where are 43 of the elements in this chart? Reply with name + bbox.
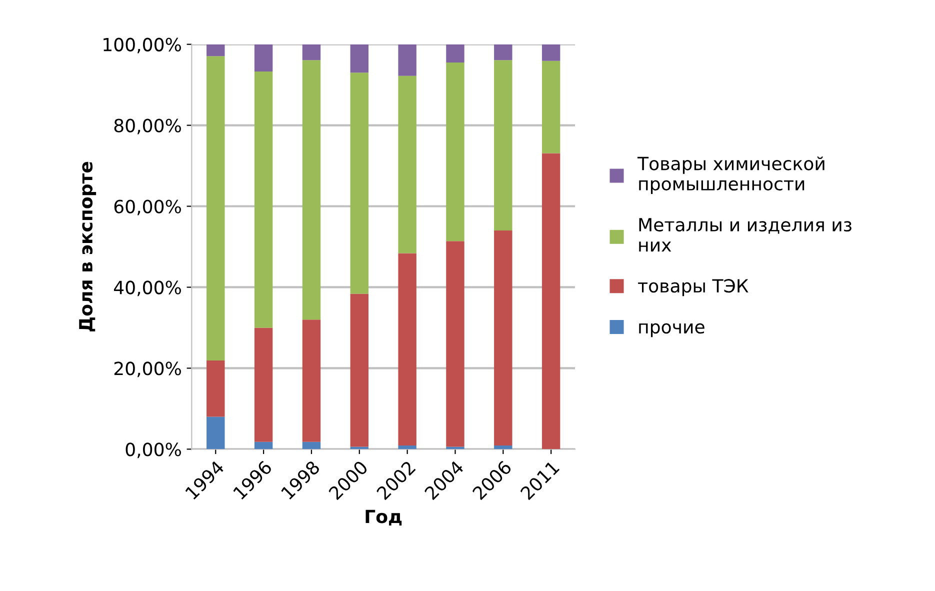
bar: [302, 320, 321, 442]
y-tick-label: 80,00%: [114, 118, 181, 134]
x-axis-title: Год: [366, 510, 402, 526]
y-axis-title: Доля в экспорте: [79, 162, 96, 332]
bar: [446, 44, 464, 63]
bar: [350, 294, 368, 447]
bar: [254, 442, 273, 450]
legend-label: Металлы и изделия из них: [639, 218, 852, 252]
y-tick-label: 20,00%: [114, 362, 181, 378]
bar: [494, 60, 512, 231]
legend-label: товары ТЭК: [638, 279, 748, 296]
bar: [206, 416, 225, 450]
bar: [446, 62, 464, 242]
bar: [398, 253, 416, 446]
bar: [350, 446, 368, 450]
bar: [206, 56, 225, 360]
legend-label: прочие: [639, 323, 704, 338]
legend-label: Товары химической промышленности: [637, 156, 824, 194]
bar: [542, 60, 560, 154]
bar: [398, 446, 416, 450]
bar: [446, 446, 464, 450]
y-tick-label: 100,00%: [104, 38, 181, 54]
bar: [446, 241, 464, 447]
bar: [254, 328, 273, 442]
bar: [398, 44, 416, 76]
bar: [542, 44, 560, 61]
bar: [302, 442, 321, 450]
y-tick-label: 40,00%: [114, 280, 181, 296]
bar: [398, 76, 416, 254]
bar: [494, 446, 512, 450]
bar: [494, 230, 512, 446]
bar: [542, 153, 560, 450]
bar: [302, 44, 321, 60]
bar: [494, 44, 512, 60]
y-tick-label: 60,00%: [114, 200, 181, 216]
bar: [254, 71, 273, 328]
bar: [206, 44, 225, 56]
bar: [254, 44, 273, 72]
bar: [350, 72, 368, 294]
bar: [350, 44, 368, 73]
y-tick-label: 0,00%: [126, 442, 181, 458]
bar: [206, 360, 225, 417]
bar: [302, 60, 321, 320]
